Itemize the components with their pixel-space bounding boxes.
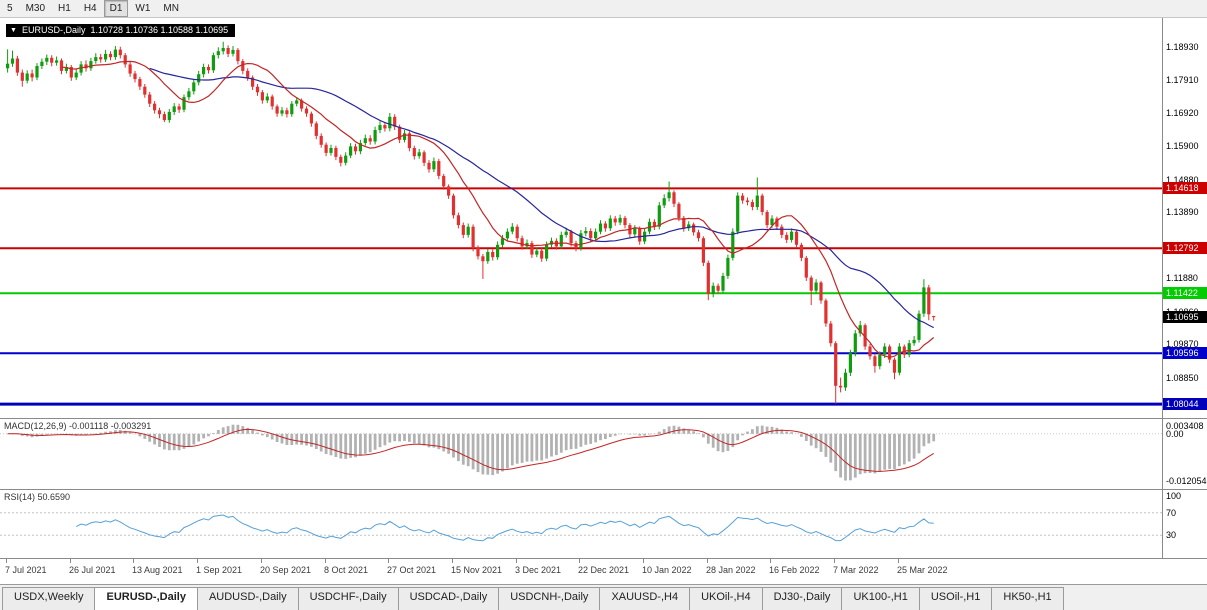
date-axis-tick bbox=[770, 559, 771, 563]
chart-tab-hk50-h1[interactable]: HK50-,H1 bbox=[991, 587, 1064, 610]
chevron-down-icon[interactable]: ▼ bbox=[10, 27, 17, 34]
date-axis-tick bbox=[579, 559, 580, 563]
price-axis-label: 1.17910 bbox=[1166, 75, 1199, 85]
date-axis-label: 7 Jul 2021 bbox=[5, 565, 47, 575]
chart-tab-usdcnh-daily[interactable]: USDCNH-,Daily bbox=[498, 587, 601, 610]
hline-price-flag: 1.08044 bbox=[1163, 398, 1207, 410]
panel-separator bbox=[0, 558, 1207, 559]
date-axis-tick bbox=[133, 559, 134, 563]
hline-price-flag: 1.12792 bbox=[1163, 242, 1207, 254]
rsi-axis-label: 100 bbox=[1166, 491, 1182, 501]
chart-tab-audusd-daily[interactable]: AUDUSD-,Daily bbox=[196, 587, 299, 610]
price-chart-panel: ▼ EURUSD-,Daily 1.10728 1.10736 1.10588 … bbox=[0, 18, 1162, 418]
chart-title-ohlc: 1.10728 1.10736 1.10588 1.10695 bbox=[90, 25, 229, 35]
date-axis-tick bbox=[197, 559, 198, 563]
date-axis-tick bbox=[388, 559, 389, 563]
timeframe-button-mn[interactable]: MN bbox=[157, 0, 185, 17]
chart-tab-bar: USDX,Weekly EURUSD-,Daily AUDUSD-,Daily USD… bbox=[0, 584, 1207, 610]
timeframe-button-h4[interactable]: H4 bbox=[78, 0, 103, 17]
date-axis-label: 8 Oct 2021 bbox=[324, 565, 369, 575]
macd-canvas[interactable] bbox=[0, 419, 1162, 489]
chart-tab-usoil-h1[interactable]: USOil-,H1 bbox=[918, 587, 993, 610]
chart-tab-ukoil-h4[interactable]: UKOil-,H4 bbox=[689, 587, 763, 610]
timeframe-button-m30[interactable]: M30 bbox=[20, 0, 51, 17]
date-axis-tick bbox=[516, 559, 517, 563]
timeframe-button-w1[interactable]: W1 bbox=[129, 0, 156, 17]
date-axis-label: 20 Sep 2021 bbox=[260, 565, 312, 575]
price-axis-label: 1.09870 bbox=[1166, 339, 1199, 349]
date-axis-label: 26 Jul 2021 bbox=[69, 565, 116, 575]
chart-tab-usdchf-daily[interactable]: USDCHF-,Daily bbox=[297, 587, 399, 610]
timeframe-toolbar: 5 M30 H1 H4 D1 W1 MN bbox=[0, 0, 1207, 18]
current-price-flag: 1.10695 bbox=[1163, 311, 1207, 323]
macd-axis-label: 0.00 bbox=[1166, 429, 1184, 439]
date-axis-tick bbox=[325, 559, 326, 563]
date-axis-label: 16 Feb 2022 bbox=[769, 565, 820, 575]
timeframe-button-d1[interactable]: D1 bbox=[103, 0, 129, 17]
date-axis-label: 1 Sep 2021 bbox=[196, 565, 243, 575]
rsi-indicator-label: RSI(14) 50.6590 bbox=[4, 492, 71, 502]
macd-indicator-label: MACD(12,26,9) -0.001118 -0.003291 bbox=[4, 421, 152, 431]
price-axis-label: 1.11880 bbox=[1166, 273, 1198, 283]
price-chart-canvas[interactable] bbox=[0, 18, 1162, 418]
date-axis-label: 10 Jan 2022 bbox=[642, 565, 692, 575]
chart-tab-usdx-weekly[interactable]: USDX,Weekly bbox=[2, 587, 96, 610]
hline-price-flag: 1.09596 bbox=[1163, 347, 1207, 359]
macd-panel: MACD(12,26,9) -0.001118 -0.003291 bbox=[0, 419, 1162, 489]
price-axis-label: 1.13890 bbox=[1166, 207, 1199, 217]
time-axis[interactable]: 7 Jul 2021 26 Jul 2021 13 Aug 2021 1 Sep 20… bbox=[0, 559, 1162, 584]
rsi-axis-label: 70 bbox=[1166, 508, 1177, 518]
hline-price-flag: 1.11422 bbox=[1163, 287, 1207, 299]
timeframe-button-5[interactable]: 5 bbox=[1, 0, 19, 17]
panel-separator[interactable] bbox=[0, 418, 1207, 419]
price-axis-label: 1.08850 bbox=[1166, 373, 1199, 383]
panel-separator[interactable] bbox=[0, 489, 1207, 490]
date-axis-tick bbox=[707, 559, 708, 563]
macd-axis-label: -0.012054 bbox=[1166, 476, 1207, 486]
date-axis-tick bbox=[261, 559, 262, 563]
date-axis-label: 28 Jan 2022 bbox=[706, 565, 756, 575]
date-axis-tick bbox=[452, 559, 453, 563]
hline-price-flag: 1.14618 bbox=[1163, 182, 1207, 194]
price-axis-label: 1.14880 bbox=[1166, 175, 1199, 185]
chart-tab-uk100-h1[interactable]: UK100-,H1 bbox=[841, 587, 920, 610]
chart-tab-dj30-daily[interactable]: DJ30-,Daily bbox=[761, 587, 843, 610]
date-axis-label: 27 Oct 2021 bbox=[387, 565, 437, 575]
timeframe-button-h1[interactable]: H1 bbox=[52, 0, 77, 17]
date-axis-label: 15 Nov 2021 bbox=[451, 565, 503, 575]
chart-tab-usdcad-daily[interactable]: USDCAD-,Daily bbox=[397, 587, 500, 610]
date-axis-tick bbox=[643, 559, 644, 563]
macd-axis-label: 0.003408 bbox=[1166, 421, 1204, 431]
date-axis-tick bbox=[6, 559, 7, 563]
rsi-canvas[interactable] bbox=[0, 490, 1162, 558]
date-axis-tick bbox=[70, 559, 71, 563]
price-axis-label: 1.15900 bbox=[1166, 141, 1199, 151]
price-axis-label: 1.18930 bbox=[1166, 42, 1199, 52]
chart-tab-xauusd-h4[interactable]: XAUUSD-,H4 bbox=[599, 587, 691, 610]
price-axis-strip[interactable]: 1.18930 1.17910 1.16920 1.15900 1.14880 1.138… bbox=[1162, 18, 1207, 558]
rsi-panel: RSI(14) 50.6590 bbox=[0, 490, 1162, 558]
date-axis-tick bbox=[834, 559, 835, 563]
date-axis-label: 13 Aug 2021 bbox=[132, 565, 183, 575]
price-axis-label: 1.16920 bbox=[1166, 108, 1199, 118]
date-axis-label: 7 Mar 2022 bbox=[833, 565, 879, 575]
date-axis-label: 22 Dec 2021 bbox=[578, 565, 630, 575]
date-axis-tick bbox=[898, 559, 899, 563]
chart-tab-eurusd-daily[interactable]: EURUSD-,Daily bbox=[94, 587, 198, 610]
chart-title-symbol: EURUSD-,Daily bbox=[21, 25, 86, 35]
rsi-axis-label: 30 bbox=[1166, 530, 1177, 540]
chart-title-flag: ▼ EURUSD-,Daily 1.10728 1.10736 1.10588 … bbox=[6, 24, 236, 37]
date-axis-label: 3 Dec 2021 bbox=[515, 565, 562, 575]
date-axis-label: 25 Mar 2022 bbox=[897, 565, 948, 575]
